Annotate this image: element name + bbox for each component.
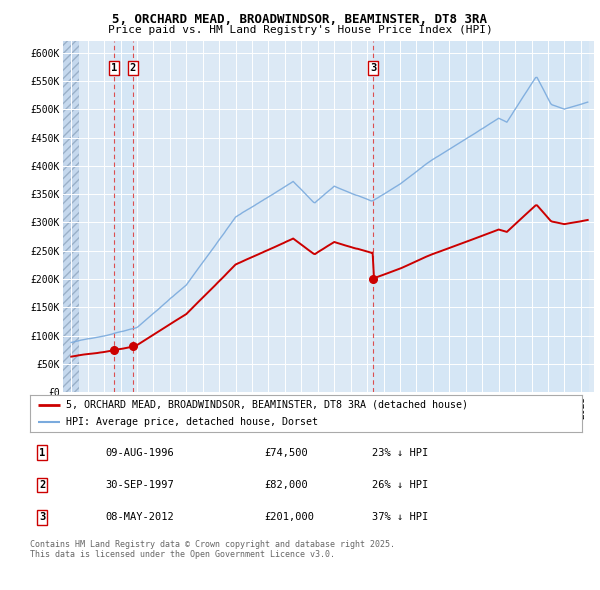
Text: 08-MAY-2012: 08-MAY-2012	[105, 513, 174, 522]
Text: 23% ↓ HPI: 23% ↓ HPI	[372, 448, 428, 457]
Text: 5, ORCHARD MEAD, BROADWINDSOR, BEAMINSTER, DT8 3RA (detached house): 5, ORCHARD MEAD, BROADWINDSOR, BEAMINSTE…	[66, 400, 468, 410]
Text: Price paid vs. HM Land Registry's House Price Index (HPI): Price paid vs. HM Land Registry's House …	[107, 25, 493, 35]
Text: HPI: Average price, detached house, Dorset: HPI: Average price, detached house, Dors…	[66, 417, 318, 427]
Text: Contains HM Land Registry data © Crown copyright and database right 2025.
This d: Contains HM Land Registry data © Crown c…	[30, 540, 395, 559]
Text: £82,000: £82,000	[264, 480, 308, 490]
Text: 3: 3	[39, 513, 45, 522]
Text: £201,000: £201,000	[264, 513, 314, 522]
Text: 2: 2	[130, 63, 136, 73]
Text: 09-AUG-1996: 09-AUG-1996	[105, 448, 174, 457]
Text: 1: 1	[111, 63, 117, 73]
Text: 30-SEP-1997: 30-SEP-1997	[105, 480, 174, 490]
Text: £74,500: £74,500	[264, 448, 308, 457]
Bar	[373, 41, 589, 392]
Text: 5, ORCHARD MEAD, BROADWINDSOR, BEAMINSTER, DT8 3RA: 5, ORCHARD MEAD, BROADWINDSOR, BEAMINSTE…	[113, 13, 487, 26]
Text: 2: 2	[39, 480, 45, 490]
Text: 37% ↓ HPI: 37% ↓ HPI	[372, 513, 428, 522]
Text: 1: 1	[39, 448, 45, 457]
Bar	[63, 41, 79, 392]
Text: 3: 3	[370, 63, 376, 73]
Bar	[114, 41, 133, 392]
Text: 26% ↓ HPI: 26% ↓ HPI	[372, 480, 428, 490]
